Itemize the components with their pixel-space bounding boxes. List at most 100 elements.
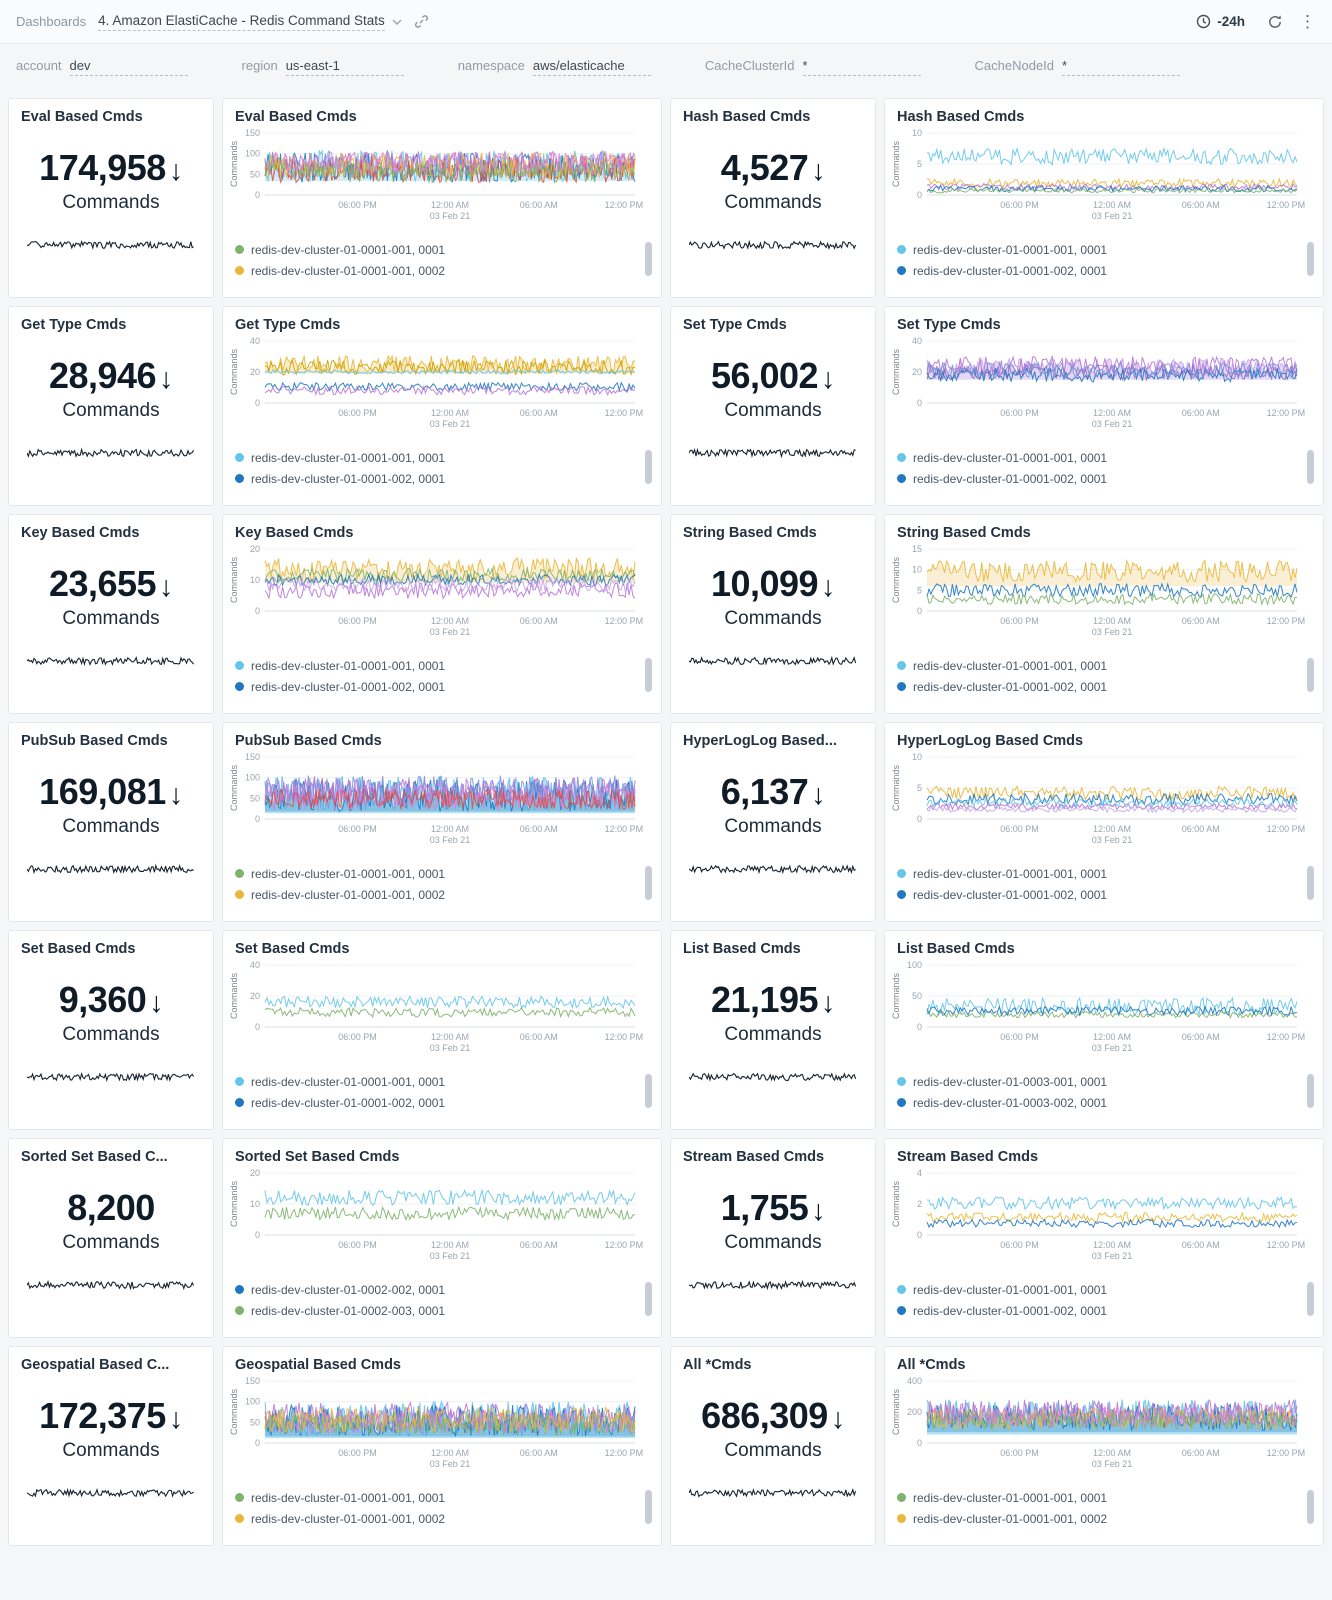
legend-item[interactable]: redis-dev-cluster-01-0001-002, 0001 — [897, 468, 1297, 489]
legend-scrollbar[interactable] — [645, 450, 652, 484]
time-range-control[interactable]: -24h — [1196, 14, 1245, 29]
legend-item[interactable]: redis-dev-cluster-01-0001-001, 0001 — [897, 239, 1297, 260]
filter-value[interactable]: dev — [69, 58, 188, 76]
filter-value[interactable]: * — [1062, 58, 1181, 76]
legend-item[interactable]: redis-dev-cluster-01-0001-001, 0001 — [897, 1487, 1297, 1508]
panel-title[interactable]: Stream Based Cmds — [683, 1149, 825, 1165]
legend-item[interactable]: redis-dev-cluster-01-0002-002, 0001 — [235, 1279, 635, 1300]
legend-scrollbar[interactable] — [1307, 450, 1314, 484]
panel-title[interactable]: Sorted Set Based Cmds — [235, 1149, 400, 1165]
panel-title[interactable]: List Based Cmds — [897, 941, 1015, 957]
legend-item[interactable]: redis-dev-cluster-01-0001-002, 0001 — [897, 260, 1297, 281]
legend-scrollbar[interactable] — [645, 658, 652, 692]
panel-title[interactable]: Eval Based Cmds — [235, 109, 357, 125]
filter-value[interactable]: aws/elasticache — [532, 58, 651, 76]
breadcrumb-dashboards[interactable]: Dashboards — [16, 14, 87, 29]
panel-title[interactable]: Set Based Cmds — [235, 941, 350, 957]
panel-title[interactable]: All *Cmds — [683, 1357, 752, 1373]
legend-scrollbar[interactable] — [645, 1074, 652, 1108]
legend-item[interactable]: redis-dev-cluster-01-0001-001, 0002 — [235, 260, 635, 281]
panel-title[interactable]: Eval Based Cmds — [21, 109, 143, 125]
dashboard-title[interactable]: 4. Amazon ElastiCache - Redis Command St… — [98, 13, 385, 31]
panel-title[interactable]: Set Type Cmds — [683, 317, 787, 333]
legend-scrollbar[interactable] — [1307, 242, 1314, 276]
legend-item[interactable]: redis-dev-cluster-01-0003-001, 0001 — [897, 1071, 1297, 1092]
panel-title[interactable]: Stream Based Cmds — [897, 1149, 1039, 1165]
legend-scrollbar[interactable] — [1307, 1074, 1314, 1108]
legend-item[interactable]: redis-dev-cluster-01-0001-001, 0001 — [235, 239, 635, 260]
legend-item[interactable]: redis-dev-cluster-01-0003-002, 0001 — [897, 1092, 1297, 1113]
legend-item[interactable]: redis-dev-cluster-01-0001-001, 0001 — [897, 655, 1297, 676]
panel-title[interactable]: Hash Based Cmds — [897, 109, 1025, 125]
legend-item[interactable]: redis-dev-cluster-01-0001-001, 0001 — [235, 1487, 635, 1508]
legend-item[interactable]: redis-dev-cluster-01-0001-001, 0001 — [235, 655, 635, 676]
panel-title[interactable]: HyperLogLog Based Cmds — [897, 733, 1084, 749]
legend-scrollbar[interactable] — [1307, 658, 1314, 692]
chevron-down-icon[interactable] — [392, 19, 402, 25]
stat-unit: Commands — [62, 1439, 160, 1461]
legend-item[interactable]: redis-dev-cluster-01-0001-001, 0002 — [235, 884, 635, 905]
panel-title[interactable]: String Based Cmds — [683, 525, 817, 541]
panel-title[interactable]: Key Based Cmds — [21, 525, 140, 541]
panel-title[interactable]: Sorted Set Based C... — [21, 1149, 168, 1165]
refresh-icon[interactable] — [1267, 14, 1283, 30]
legend-item[interactable]: redis-dev-cluster-01-0001-001, 0001 — [897, 863, 1297, 884]
legend-item[interactable]: redis-dev-cluster-01-0001-001, 0002 — [897, 1508, 1297, 1529]
link-icon[interactable] — [414, 14, 429, 29]
panel-title[interactable]: Hash Based Cmds — [683, 109, 811, 125]
panel-title[interactable]: All *Cmds — [897, 1357, 966, 1373]
legend-scrollbar[interactable] — [645, 1490, 652, 1524]
legend-scrollbar[interactable] — [645, 242, 652, 276]
panel-title[interactable]: Set Based Cmds — [21, 941, 136, 957]
legend-dot-icon — [235, 1285, 244, 1294]
legend-item[interactable]: redis-dev-cluster-01-0001-002, 0001 — [235, 468, 635, 489]
kebab-menu-icon[interactable]: ⋮ — [1299, 12, 1316, 31]
legend-item[interactable]: redis-dev-cluster-01-0001-002, 0001 — [235, 1092, 635, 1113]
legend-scrollbar[interactable] — [645, 866, 652, 900]
legend-scrollbar[interactable] — [1307, 866, 1314, 900]
stat-value: 174,958 ↓ — [9, 149, 213, 187]
legend-item[interactable]: redis-dev-cluster-01-0001-001, 0001 — [897, 1279, 1297, 1300]
filter-value[interactable]: * — [802, 58, 921, 76]
panel-title[interactable]: Get Type Cmds — [21, 317, 127, 333]
legend-item[interactable]: redis-dev-cluster-01-0001-001, 0001 — [897, 447, 1297, 468]
filter-value[interactable]: us-east-1 — [285, 58, 404, 76]
panel-title[interactable]: HyperLogLog Based... — [683, 733, 837, 749]
panel-title[interactable]: Geospatial Based C... — [21, 1357, 170, 1373]
legend-scrollbar[interactable] — [1307, 1490, 1314, 1524]
legend-item[interactable]: redis-dev-cluster-01-0002-003, 0001 — [235, 1300, 635, 1321]
panel-title[interactable]: Set Type Cmds — [897, 317, 1001, 333]
panel-title[interactable]: PubSub Based Cmds — [235, 733, 382, 749]
legend-item[interactable]: redis-dev-cluster-01-0001-002, 0001 — [897, 1300, 1297, 1321]
legend-item[interactable]: redis-dev-cluster-01-0001-001, 0001 — [235, 1071, 635, 1092]
legend-item[interactable]: redis-dev-cluster-01-0001-002, 0001 — [897, 676, 1297, 697]
legend-item[interactable]: redis-dev-cluster-01-0001-002, 0001 — [235, 676, 635, 697]
legend-item[interactable]: redis-dev-cluster-01-0001-001, 0001 — [235, 447, 635, 468]
legend-item[interactable]: redis-dev-cluster-01-0001-002, 0001 — [897, 884, 1297, 905]
legend-scrollbar[interactable] — [645, 1282, 652, 1316]
legend-item[interactable]: redis-dev-cluster-01-0001-001, 0002 — [235, 1508, 635, 1529]
legend-item[interactable]: redis-dev-cluster-01-0001-001, 0001 — [235, 863, 635, 884]
panel-title[interactable]: Geospatial Based Cmds — [235, 1357, 401, 1373]
panel-title[interactable]: String Based Cmds — [897, 525, 1031, 541]
legend-scrollbar[interactable] — [1307, 1282, 1314, 1316]
svg-text:Commands: Commands — [229, 1388, 239, 1435]
panel-title[interactable]: PubSub Based Cmds — [21, 733, 168, 749]
panel-title[interactable]: Key Based Cmds — [235, 525, 354, 541]
panel-title[interactable]: List Based Cmds — [683, 941, 801, 957]
panel-title[interactable]: Get Type Cmds — [235, 317, 341, 333]
